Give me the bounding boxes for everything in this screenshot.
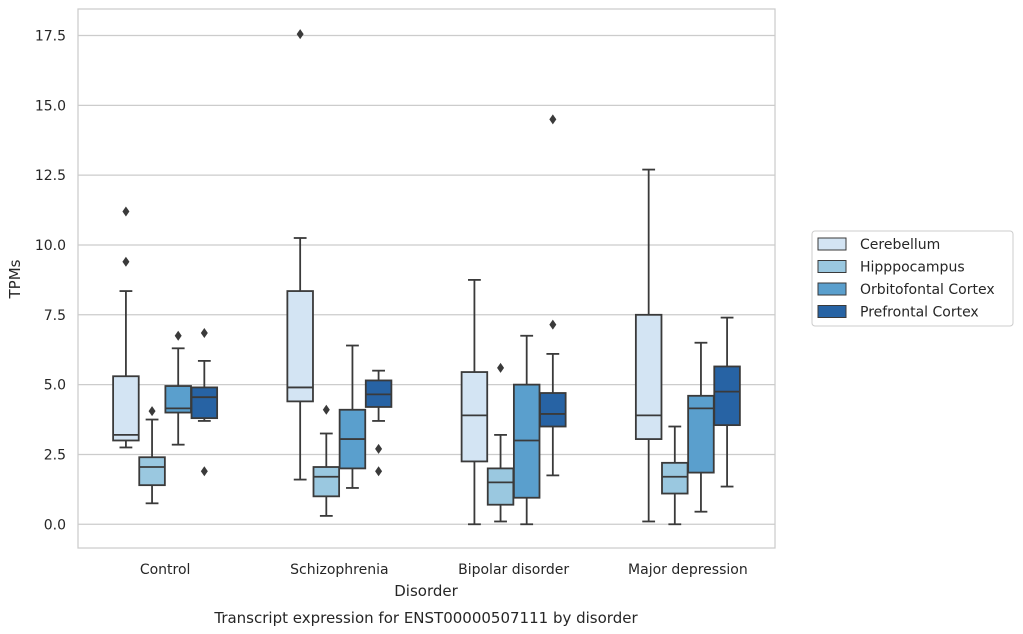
y-tick-label: 15.0 (35, 98, 66, 114)
y-axis-label: TPMs (6, 259, 24, 299)
box-group (512, 334, 541, 526)
outlier-marker (322, 404, 330, 415)
box (486, 467, 515, 506)
box-group (338, 344, 367, 489)
outlier-marker (549, 114, 557, 125)
outlier-marker (200, 327, 208, 338)
box-group (687, 341, 715, 513)
y-tick-label: 5.0 (44, 378, 66, 394)
box-group (312, 404, 341, 517)
x-tick-label: Control (140, 562, 191, 578)
outlier-marker (122, 256, 130, 267)
box (138, 456, 166, 487)
box-group (138, 406, 166, 505)
box (460, 371, 489, 463)
x-tick-labels: Control Schizophrenia Bipolar disorder Majo… (140, 562, 748, 578)
legend-frame (811, 230, 1014, 327)
outlier-marker (497, 362, 505, 373)
outlier-marker (200, 466, 208, 477)
legend-swatch (817, 237, 847, 251)
legend-label: Prefrontal Cortex (860, 305, 979, 321)
box-group (164, 330, 192, 446)
outlier-marker (296, 29, 304, 40)
box (312, 466, 341, 498)
y-tick-label: 17.5 (35, 29, 66, 45)
outlier-marker (549, 319, 557, 330)
box (112, 375, 140, 442)
legend-swatch (817, 282, 847, 296)
box-group (112, 206, 140, 449)
box (190, 386, 219, 420)
box-group (364, 369, 393, 477)
x-axis-label: Disorder (394, 582, 458, 600)
legend-label: Hipppocampus (860, 260, 965, 276)
boxes (112, 29, 741, 526)
legend-label: Orbitofontal Cortex (860, 282, 995, 298)
y-tick-label: 2.5 (44, 447, 66, 463)
box (713, 365, 741, 427)
x-tick-label: Schizophrenia (290, 562, 388, 578)
outlier-marker (375, 466, 383, 477)
chart-caption: Transcript expression for ENST0000050711… (213, 609, 638, 627)
box (687, 394, 715, 474)
box (286, 290, 314, 403)
box (661, 461, 689, 495)
box-group (286, 29, 314, 481)
box (634, 313, 663, 440)
outlier-marker (148, 406, 156, 417)
y-tick-labels: 0.0 2.5 5.0 7.5 10.0 12.5 15.0 17.5 (35, 29, 66, 534)
legend-swatch (817, 305, 847, 318)
outlier-marker (174, 330, 182, 341)
box-group (190, 327, 219, 477)
y-tick-label: 10.0 (35, 238, 66, 254)
box-group (539, 114, 567, 477)
box-group (460, 278, 489, 526)
grid-lines (78, 34, 775, 525)
box (539, 392, 567, 428)
box-group (486, 362, 515, 523)
outlier-marker (375, 443, 383, 454)
box-group (634, 168, 663, 523)
y-tick-label: 12.5 (35, 168, 66, 184)
box-group (713, 316, 741, 488)
y-tick-label: 0.0 (44, 517, 66, 533)
plot-frame (77, 8, 776, 549)
legend-swatch (817, 260, 847, 273)
y-tick-label: 7.5 (44, 308, 66, 324)
legend-label: Cerebellum (860, 237, 940, 253)
legend: Cerebellum Hipppocampus Orbitofontal Corte… (811, 230, 1014, 327)
x-tick-label: Bipolar disorder (458, 562, 569, 578)
box-group (661, 425, 689, 526)
outlier-marker (122, 206, 130, 217)
x-tick-label: Major depression (628, 562, 748, 578)
